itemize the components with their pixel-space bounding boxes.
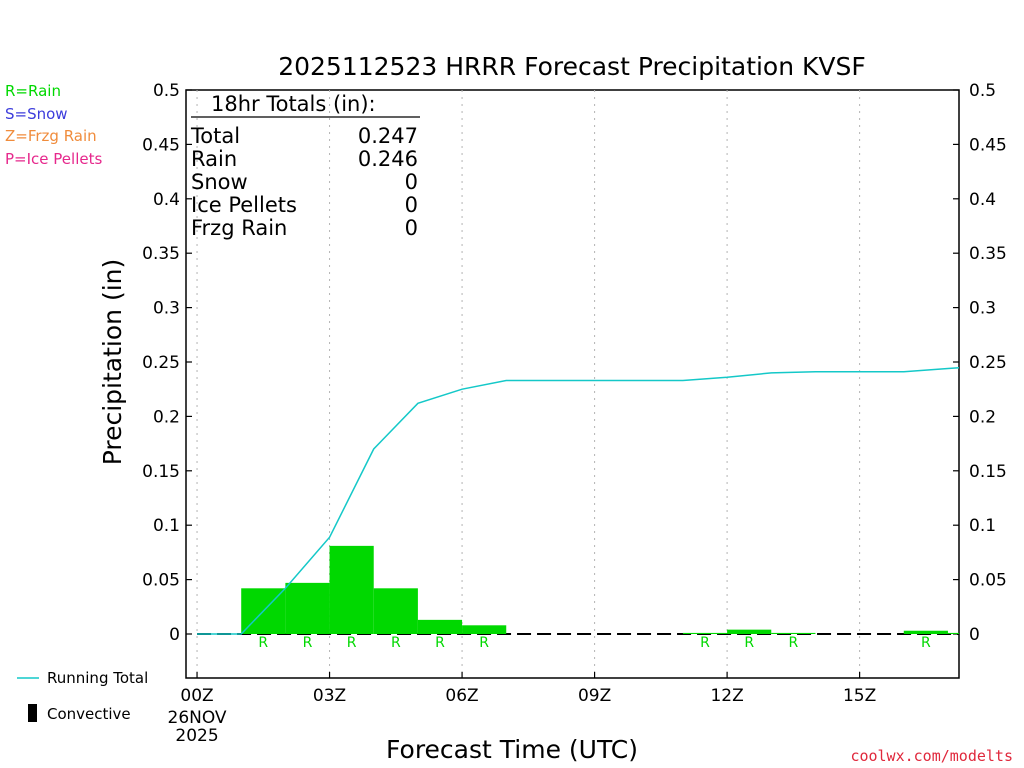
y-tick-label-right: 0 <box>969 625 980 645</box>
source-credit: coolwx.com/modelts <box>850 747 1013 765</box>
y-tick-label-right: 0.15 <box>969 462 1007 482</box>
precip-bar <box>903 630 948 634</box>
y-tick-label-right: 0.5 <box>969 81 996 101</box>
precip-bar <box>682 632 728 634</box>
x-tick-label: 03Z <box>313 686 346 706</box>
y-tick-label-left: 0.3 <box>153 299 180 319</box>
ptype-marker: R <box>744 635 754 651</box>
x-tick-sublabel: 26NOV <box>168 708 227 728</box>
y-tick-label-left: 0.4 <box>153 190 180 210</box>
ptype-marker: R <box>303 635 313 651</box>
totals-header: 18hr Totals (in): <box>211 92 376 116</box>
y-tick-label-left: 0.35 <box>142 244 180 264</box>
y-tick-label-left: 0.2 <box>153 407 180 427</box>
y-tick-label-right: 0.25 <box>969 353 1007 373</box>
precip-bar <box>285 582 330 634</box>
y-tick-label-right: 0.4 <box>969 190 996 210</box>
precip-bar <box>329 545 374 634</box>
precip-bars <box>241 545 959 634</box>
totals-row-value: 0 <box>405 193 418 217</box>
x-tick-label: 15Z <box>843 686 876 706</box>
running-total-line <box>197 366 960 635</box>
y-tick-label-left: 0.45 <box>142 135 180 155</box>
precip-bar <box>727 629 772 634</box>
running-total-legend-label: Running Total <box>47 669 148 687</box>
ptype-marker: R <box>391 635 401 651</box>
ptype-marker: R <box>700 635 710 651</box>
totals-row-label: Total <box>190 124 240 148</box>
precip-bar <box>947 632 959 634</box>
legend-snow: S=Snow <box>5 105 68 123</box>
y-tick-label-left: 0.15 <box>142 462 180 482</box>
y-tick-label-left: 0 <box>169 625 180 645</box>
totals-table: Total 0.247 Rain 0.246 Snow 0 Ice Pellets 0 Frzg… <box>190 124 418 240</box>
y-tick-label-right: 0.3 <box>969 299 996 319</box>
y-tick-label-left: 0.05 <box>142 571 180 591</box>
x-tick-sublabel: 2025 <box>175 726 218 746</box>
y-tick-label-right: 0.05 <box>969 571 1007 591</box>
ptype-marker: R <box>347 635 357 651</box>
ptype-marker: R <box>788 635 798 651</box>
x-tick-label: 06Z <box>445 686 478 706</box>
precip-bar <box>373 588 418 634</box>
totals-row-label: Snow <box>191 170 248 194</box>
x-tick-label: 09Z <box>578 686 611 706</box>
y-tick-label-right: 0.2 <box>969 407 996 427</box>
y-tick-label-left: 0.5 <box>153 81 180 101</box>
totals-row-value: 0.247 <box>358 124 418 148</box>
ptype-marker: R <box>435 635 445 651</box>
legend-ice-pellets: P=Ice Pellets <box>5 150 102 168</box>
legend-rain: R=Rain <box>5 82 61 100</box>
y-tick-label-right: 0.1 <box>969 516 996 536</box>
totals-row-label: Ice Pellets <box>191 193 297 217</box>
y-axis-title: Precipitation (in) <box>98 259 127 466</box>
y-tick-label-left: 0.1 <box>153 516 180 536</box>
totals-row-label: Rain <box>191 147 237 171</box>
plot-frame <box>185 89 960 679</box>
x-tick-label: 12Z <box>710 686 743 706</box>
precip-bar <box>771 632 816 634</box>
convective-legend-swatch <box>28 704 37 722</box>
totals-row-value: 0 <box>405 170 418 194</box>
legend-frzg-rain: Z=Frzg Rain <box>5 127 97 145</box>
precip-bar <box>417 619 463 634</box>
totals-row-label: Frzg Rain <box>191 216 287 240</box>
x-tick-label: 00Z <box>180 686 213 706</box>
totals-row-value: 0 <box>405 216 418 240</box>
chart-title: 2025112523 HRRR Forecast Precipitation K… <box>278 52 866 81</box>
convective-legend-label: Convective <box>47 705 131 723</box>
ptype-marker: R <box>921 635 931 651</box>
y-tick-label-right: 0.45 <box>969 135 1007 155</box>
totals-row-value: 0.246 <box>358 147 418 171</box>
ptype-marker: R <box>258 635 268 651</box>
precip-bar <box>462 625 507 634</box>
y-tick-label-right: 0.35 <box>969 244 1007 264</box>
ptype-marker: R <box>479 635 489 651</box>
y-tick-label-left: 0.25 <box>142 353 180 373</box>
running-total-polyline <box>197 366 960 635</box>
x-axis-title: Forecast Time (UTC) <box>386 735 638 764</box>
